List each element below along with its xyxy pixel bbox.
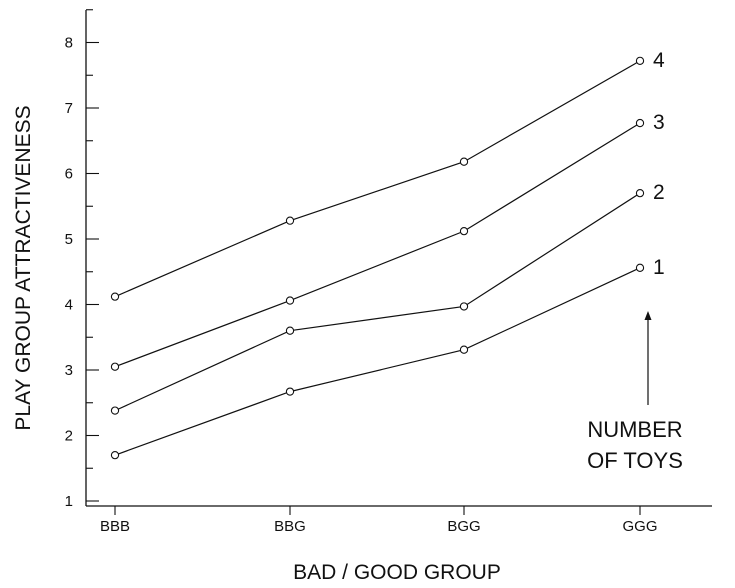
series-lines: [114, 60, 641, 456]
series-line-3: [114, 122, 641, 368]
data-point: [635, 118, 645, 128]
y-tick-label: 4: [65, 297, 73, 314]
data-point: [110, 450, 120, 460]
series-line-2: [114, 192, 641, 412]
data-point: [635, 263, 645, 272]
y-tick-label: 7: [65, 100, 73, 117]
data-point: [285, 326, 295, 335]
y-ticks: 1 2 3 4 5 6 7 8: [65, 9, 99, 510]
x-tick-label: BBB: [100, 518, 130, 535]
number-of-toys-annotation: NUMBER OF TOYS: [587, 311, 683, 473]
y-tick-label: 2: [65, 428, 73, 445]
data-point: [285, 216, 295, 225]
y-tick-label: 5: [65, 231, 73, 248]
data-point: [459, 226, 469, 236]
x-tick-label: GGG: [622, 518, 657, 535]
series-label-1: 1: [653, 256, 665, 279]
x-tick-label: BBG: [274, 518, 306, 535]
data-point: [285, 387, 295, 396]
y-axis-title: PLAY GROUP ATTRACTIVENESS: [12, 105, 35, 430]
chart-axes: [85, 10, 712, 507]
annotation-arrow-head: [644, 311, 652, 320]
data-point: [459, 302, 469, 311]
x-ticks: BBB BBG BGG GGG: [100, 506, 658, 535]
y-tick-label: 1: [65, 493, 73, 510]
annotation-line-2: OF TOYS: [587, 448, 683, 473]
annotation-line-1: NUMBER: [587, 417, 682, 442]
x-axis-title: BAD / GOOD GROUP: [293, 561, 501, 584]
y-tick-label: 8: [65, 35, 73, 52]
data-point: [635, 56, 645, 65]
series-labels: 4 3 2 1: [653, 49, 665, 279]
data-point: [635, 188, 645, 198]
series-line-4: [114, 60, 641, 298]
y-tick-label: 3: [65, 362, 73, 379]
series-label-4: 4: [653, 49, 665, 72]
x-tick-label: BGG: [447, 518, 480, 535]
data-point: [110, 292, 120, 301]
data-point: [459, 157, 469, 166]
series-label-2: 2: [653, 181, 665, 204]
data-point: [110, 362, 120, 371]
series-line-1: [114, 267, 641, 456]
series-points: [110, 56, 645, 460]
y-tick-label: 6: [65, 166, 73, 183]
data-point: [459, 345, 469, 354]
data-point: [110, 406, 120, 415]
series-label-3: 3: [653, 111, 665, 134]
data-point: [285, 296, 295, 305]
